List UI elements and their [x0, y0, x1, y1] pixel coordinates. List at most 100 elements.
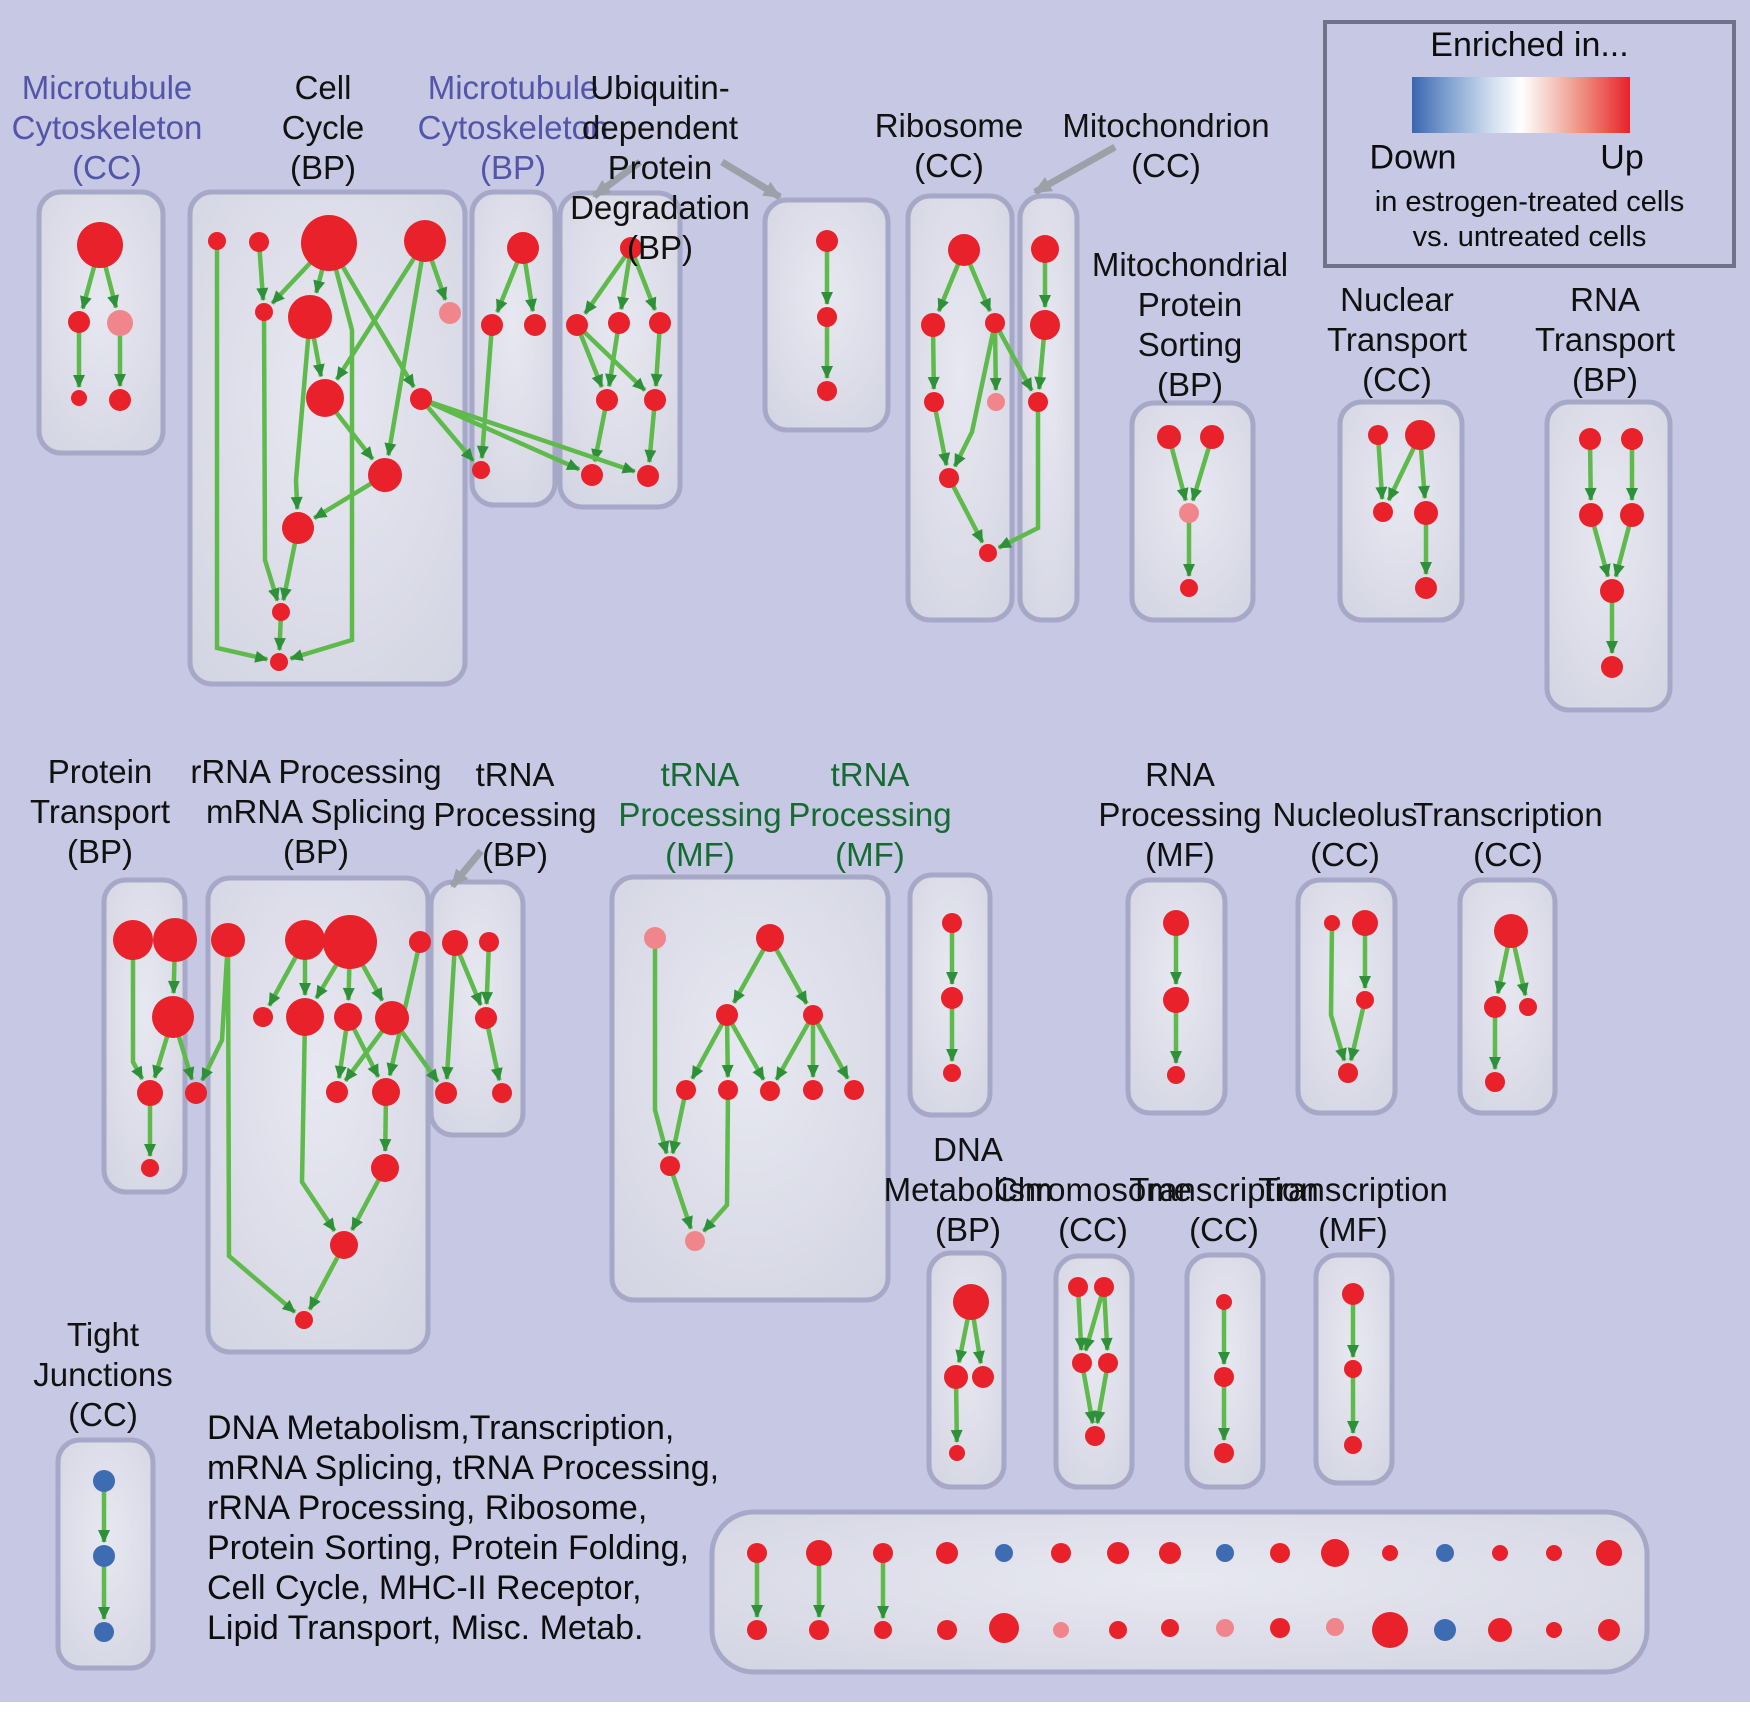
node-wb12	[1372, 1612, 1408, 1648]
label-trna-processing-mf-large-line-2: (MF)	[665, 836, 735, 873]
node-wb15	[1546, 1622, 1562, 1638]
label-mt-cc-line-0: Microtubule	[21, 69, 193, 106]
node-wt7	[1107, 1542, 1129, 1564]
node-rJ	[372, 1078, 400, 1106]
edge-u2-u5	[574, 324, 604, 388]
node-t1	[442, 930, 468, 956]
arrow-to-mitochondrion-box	[1033, 143, 1117, 196]
node-x1	[1494, 914, 1528, 948]
label-nuclear-transport-line-1: Transport	[1327, 321, 1467, 358]
edge-h2-h3	[1083, 1286, 1107, 1352]
node-wt14	[1492, 1545, 1508, 1561]
node-r2	[921, 313, 945, 337]
node-x4	[1485, 1072, 1505, 1092]
node-t4	[435, 1082, 457, 1104]
label-transcription-mf-line-1: (MF)	[1318, 1211, 1388, 1248]
ubiquitin-degradation-label-line-3: Degradation	[570, 189, 750, 226]
misc-cluster-list-line-3: Protein Sorting, Protein Folding,	[207, 1529, 689, 1567]
label-mito-protein-sorting-line-0: Mitochondrial	[1091, 246, 1289, 283]
label-mitochondrion-line-1: (CC)	[1131, 147, 1201, 184]
node-pk	[185, 1082, 207, 1104]
label-mt-bp-line-0: Microtubule	[427, 69, 599, 106]
cross-edge-n9-mb4	[419, 397, 475, 463]
node-m8	[803, 1080, 823, 1100]
label-trna-processing-mf-small-line-0: tRNA	[830, 756, 910, 793]
node-d4	[949, 1445, 965, 1461]
node-wt4	[936, 1542, 958, 1564]
misc-cluster-list-line-2: rRNA Processing, Ribosome,	[207, 1489, 648, 1527]
label-chromosome-line-0: Chromosome	[993, 1171, 1193, 1208]
node-wb3	[874, 1621, 892, 1639]
node-o4	[1338, 1063, 1358, 1083]
node-n9	[410, 388, 432, 410]
label-tight-junctions-line-2: (CC)	[68, 1396, 138, 1433]
node-m2	[756, 924, 784, 952]
label-cell-cycle-line-0: Cell	[294, 69, 352, 106]
legend-gradient-bar	[1412, 77, 1630, 133]
node-o2	[1352, 910, 1378, 936]
edge-r3-r5	[989, 322, 1002, 392]
cluster-box-chromosome	[1053, 1253, 1135, 1490]
node-h5	[1085, 1426, 1105, 1446]
node-wt13	[1436, 1544, 1454, 1562]
label-transcription-cc-mid-line-0: Transcription	[1413, 796, 1603, 833]
label-rna-processing-mf-line-1: Processing	[1098, 796, 1262, 833]
edge-n1-n13	[214, 241, 269, 663]
label-mt-bp-line-1: Cytoskeleton	[417, 109, 609, 146]
ubiquitin-degradation-label-line-1: dependent	[582, 109, 738, 146]
label-trna-processing-mf-large-line-0: tRNA	[660, 756, 740, 793]
edge-h4-h5	[1093, 1362, 1111, 1425]
node-nt2	[1405, 420, 1435, 450]
edge-t2-t3	[481, 941, 494, 1006]
edge-nt1-nt3	[1375, 434, 1388, 501]
cross-edge-r3-mi3	[993, 321, 1034, 392]
node-h3	[1072, 1353, 1092, 1373]
node-n5	[255, 303, 273, 321]
node-u7	[581, 464, 603, 486]
edge-n6-n11	[290, 316, 313, 511]
label-trna-processing-mf-large-line-1: Processing	[618, 796, 782, 833]
edge-m3-m5	[690, 1013, 729, 1080]
label-trna-processing-bp-line-2: (BP)	[482, 836, 548, 873]
node-rE	[253, 1007, 273, 1027]
node-m11	[685, 1231, 705, 1251]
edge-h2-h4	[1100, 1286, 1113, 1352]
edge-m5-m10	[669, 1089, 689, 1155]
label-trna-processing-mf-small-line-2: (MF)	[835, 836, 905, 873]
node-u4	[649, 312, 671, 334]
node-mb1	[507, 232, 539, 264]
label-rna-processing-mf-line-0: RNA	[1145, 756, 1215, 793]
node-s2	[941, 987, 963, 1009]
node-c5	[109, 389, 131, 411]
node-wt15	[1546, 1545, 1562, 1561]
legend-subtitle-1: in estrogen-treated cells	[1374, 186, 1685, 218]
edge-n4-n10	[384, 240, 428, 457]
node-rt1	[1579, 428, 1601, 450]
label-ribosome-line-1: (CC)	[914, 147, 984, 184]
node-n12	[272, 603, 290, 621]
label-rna-processing-mf-line-2: (MF)	[1145, 836, 1215, 873]
node-y3	[1214, 1443, 1234, 1463]
ubiquitin-degradation-label-line-2: Protein	[607, 149, 713, 186]
edge-u2-u6	[575, 323, 647, 392]
cluster-box-nucleolus	[1295, 877, 1398, 1116]
node-mi2	[1030, 310, 1060, 340]
legend-down-label: Down	[1369, 138, 1457, 177]
edge-m3-m7	[725, 1013, 766, 1081]
node-n8	[306, 379, 344, 417]
node-y2	[1214, 1367, 1234, 1387]
node-n10	[368, 458, 402, 492]
node-mb4	[472, 461, 490, 479]
node-m5	[676, 1080, 696, 1100]
node-rt3	[1579, 503, 1603, 527]
edge-p1-p4	[130, 940, 145, 1081]
node-t5	[492, 1083, 512, 1103]
label-transcription-cc-low-line-1: (CC)	[1189, 1211, 1259, 1248]
node-r6	[939, 468, 959, 488]
ubiquitin-degradation-label-line-4: (BP)	[627, 229, 693, 266]
node-o1	[1324, 915, 1340, 931]
edge-rF-rM	[299, 1016, 337, 1233]
misc-cluster-list-line-1: mRNA Splicing, tRNA Processing,	[207, 1449, 720, 1487]
node-wt2	[806, 1540, 832, 1566]
